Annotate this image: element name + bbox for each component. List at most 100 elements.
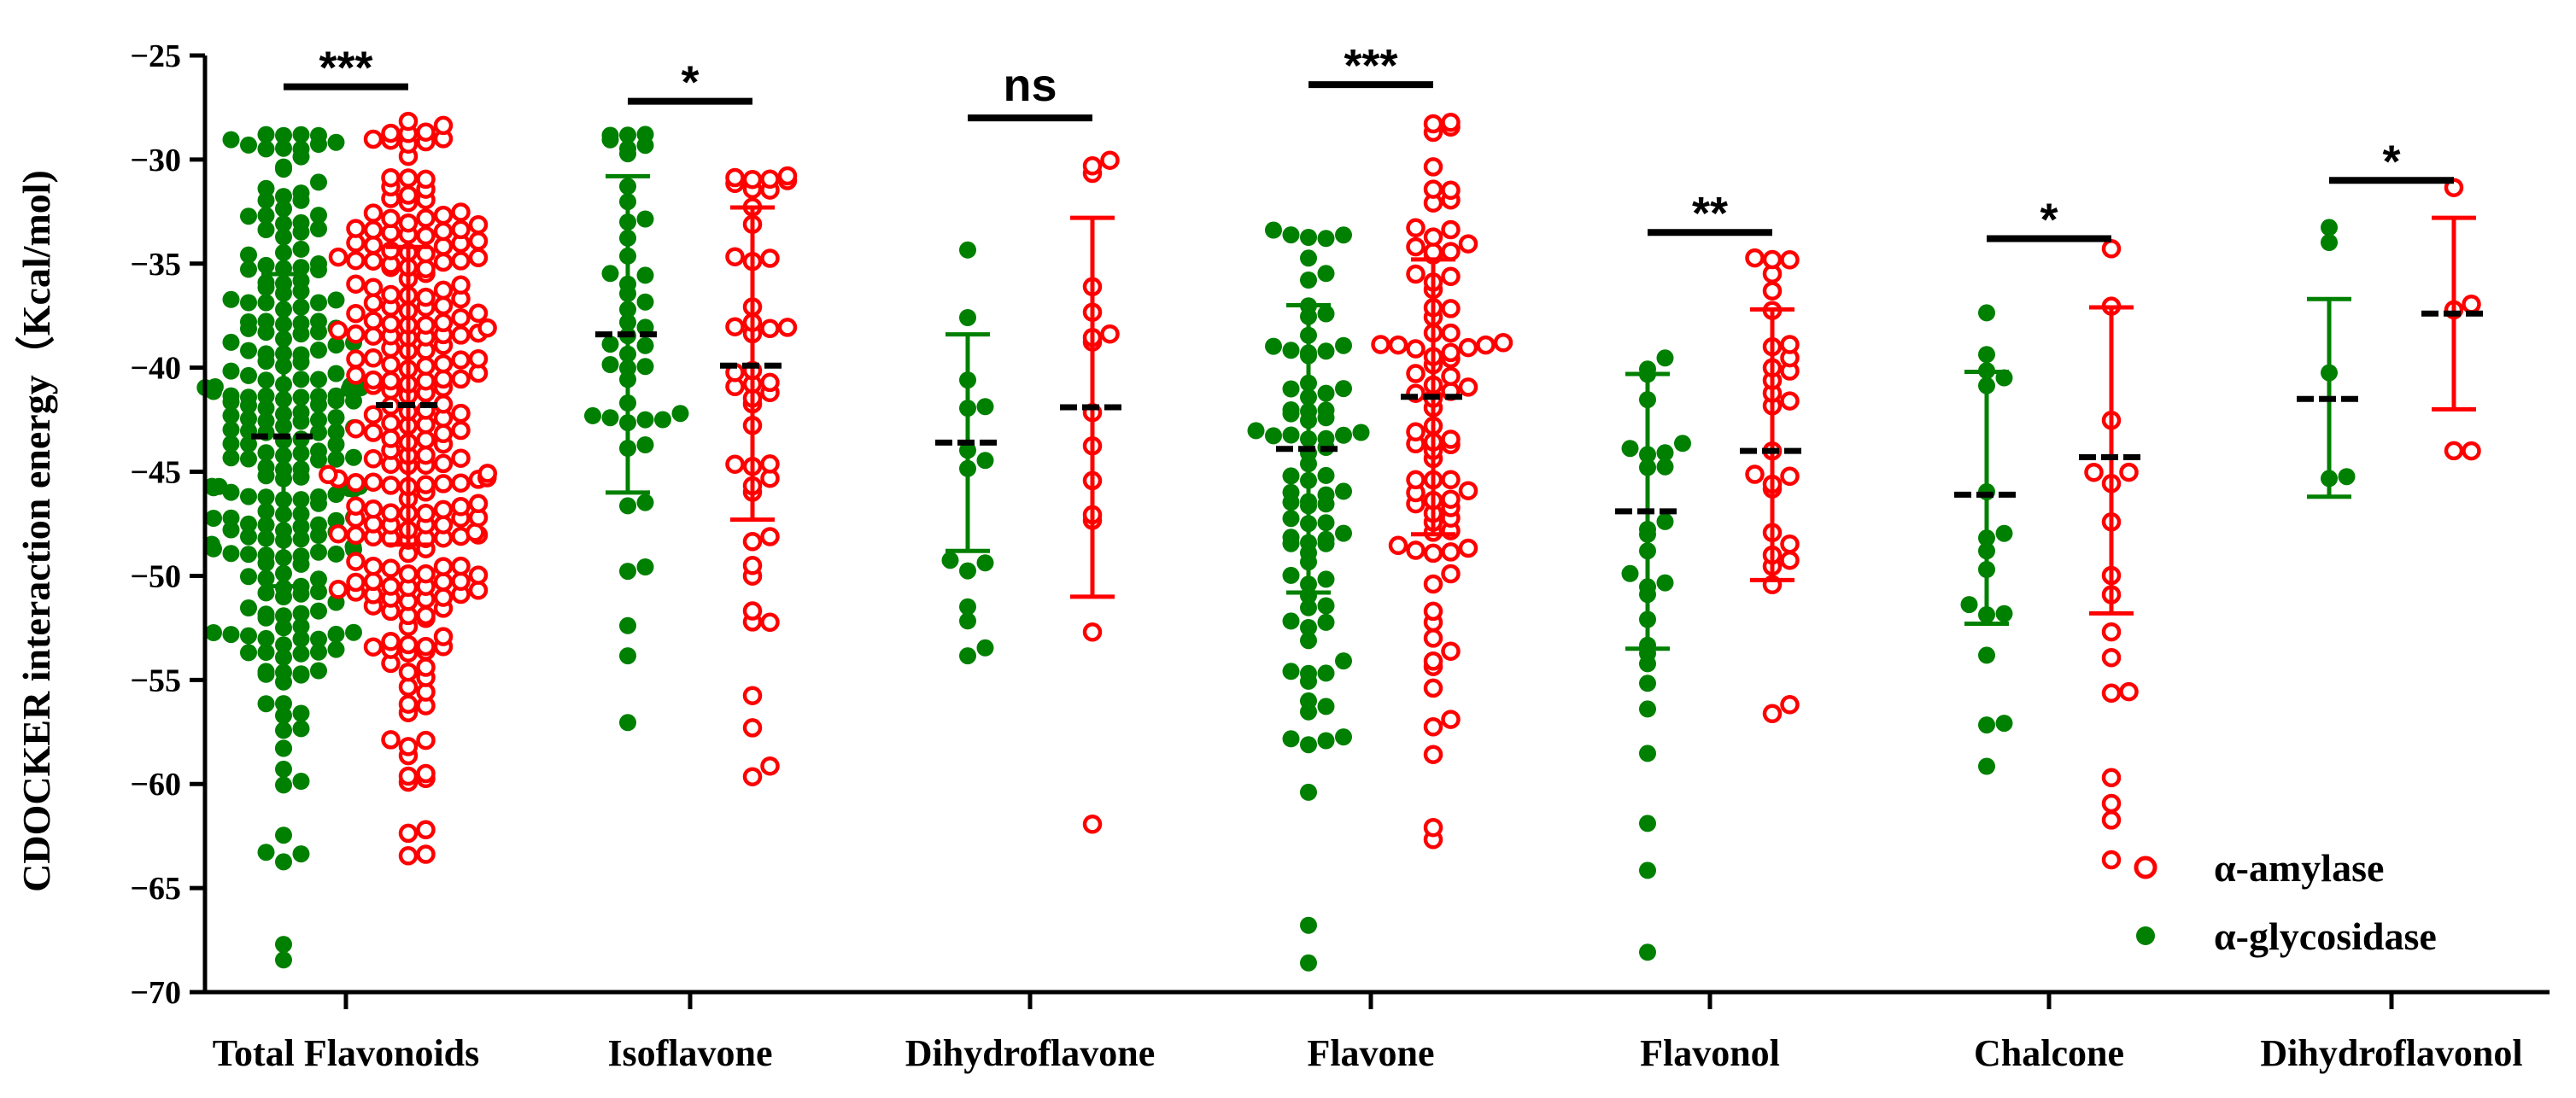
total-flavonoids-amylase-point (363, 423, 383, 442)
total-flavonoids-glycosidase-point (222, 406, 240, 424)
total-flavonoids-glycosidase-point (257, 126, 275, 143)
flavone-glycosidase-point (1335, 336, 1352, 354)
total-flavonoids-amylase-point (433, 423, 454, 444)
flavone-glycosidase-point (1282, 510, 1300, 528)
total-flavonoids-glycosidase-point (310, 173, 327, 191)
total-flavonoids-amylase-point (381, 632, 401, 651)
flavone-amylase-point (1493, 333, 1513, 353)
total-flavonoids-amylase-point (416, 429, 436, 450)
flavone-amylase-point (1441, 113, 1461, 132)
chalcone-amylase-point (2101, 768, 2122, 788)
total-flavonoids-glycosidase-point (275, 619, 292, 637)
x-tick-label: Isoflavone (607, 1032, 772, 1074)
total-flavonoids-amylase-point (381, 371, 401, 391)
total-flavonoids-amylase-point (346, 274, 366, 294)
total-flavonoids-glycosidase-point (240, 644, 257, 662)
chalcone-significance-label: * (2040, 195, 2058, 246)
dihydroflavone-glycosidase-point (959, 612, 976, 630)
flavone-glycosidase-point (1335, 652, 1352, 670)
total-flavonoids-amylase-point (416, 504, 436, 523)
total-flavonoids-glycosidase-point (292, 388, 310, 406)
flavone-glycosidase-point (1282, 342, 1300, 359)
y-tick-label: −40 (130, 351, 181, 387)
flavone-glycosidase-point (1317, 305, 1335, 323)
isoflavone-glycosidase-point (671, 405, 689, 423)
total-flavonoids-glycosidase-point (240, 136, 257, 154)
total-flavonoids-glycosidase-point (240, 528, 257, 546)
chalcone-glycosidase-point (1995, 715, 2013, 733)
isoflavone-amylase-point (760, 248, 780, 268)
dihydroflavone-glycosidase-point (959, 647, 976, 665)
flavone-amylase-point (1441, 489, 1461, 509)
isoflavone-amylase-point (742, 532, 763, 552)
total-flavonoids-glycosidase-point (275, 200, 292, 218)
total-flavonoids-glycosidase-point (310, 570, 327, 588)
flavone-amylase-point (1458, 481, 1478, 500)
flavone-amylase-point (1441, 242, 1461, 261)
flavone-glycosidase-point (1317, 401, 1335, 419)
dihydroflavone-glycosidase-point (976, 554, 994, 572)
total-flavonoids-glycosidase-point (345, 448, 362, 466)
total-flavonoids-amylase-point (468, 303, 489, 324)
total-flavonoids-glycosidase-point (292, 665, 310, 683)
total-flavonoids-glycosidase-point (257, 529, 275, 547)
isoflavone-amylase-point (760, 169, 780, 190)
total-flavonoids-amylase-point (346, 365, 366, 385)
y-tick-label: −60 (130, 767, 181, 803)
total-flavonoids-amylase-point (451, 497, 471, 517)
total-flavonoids-glycosidase-point (310, 423, 327, 441)
total-flavonoids-amylase-point (433, 369, 454, 389)
total-flavonoids-amylase-point (363, 370, 383, 390)
total-flavonoids-amylase-point (328, 247, 348, 267)
isoflavone-amylase-point (725, 454, 745, 474)
total-flavonoids-glycosidase-point (257, 546, 275, 564)
flavone-amylase-point (1406, 422, 1426, 442)
flavone-amylase-point (1476, 335, 1496, 355)
total-flavonoids-glycosidase-point (210, 477, 228, 495)
dihydroflavone-glycosidase-point (976, 452, 994, 470)
dihydroflavone-glycosidase-point (941, 552, 959, 569)
isoflavone-significance-label: * (681, 57, 699, 108)
chalcone-amylase-point (2119, 462, 2139, 482)
total-flavonoids-amylase-point (451, 219, 471, 240)
x-tick-label: Flavone (1307, 1032, 1434, 1074)
total-flavonoids-amylase-point (468, 214, 489, 235)
dihydroflavone-glycosidase-point (976, 398, 994, 416)
total-flavonoids-glycosidase-point (292, 547, 310, 565)
total-flavonoids-amylase-point (398, 634, 419, 655)
flavonol-amylase-point (1780, 391, 1800, 411)
flavonol-glycosidase-point (1674, 435, 1691, 453)
chalcone-glycosidase-point (1978, 757, 1995, 775)
total-flavonoids-amylase-point (416, 844, 436, 864)
flavone-amylase-point (1406, 264, 1426, 284)
total-flavonoids-glycosidase-point (327, 545, 345, 563)
legend-amylase-label: α-amylase (2214, 846, 2384, 890)
total-flavonoids-glycosidase-point (240, 342, 257, 359)
total-flavonoids-glycosidase-point (275, 158, 292, 176)
flavone-glycosidase-point (1282, 426, 1300, 444)
total-flavonoids-glycosidase-point (292, 505, 310, 523)
total-flavonoids-amylase-point (381, 167, 401, 188)
total-flavonoids-amylase-point (398, 185, 419, 205)
total-flavonoids-significance-label: *** (319, 43, 372, 94)
flavone-glycosidase-point (1300, 954, 1317, 972)
total-flavonoids-amylase-point (398, 213, 419, 233)
total-flavonoids-amylase-point (328, 524, 348, 544)
total-flavonoids-amylase-point (433, 252, 454, 272)
total-flavonoids-glycosidase-point (222, 626, 240, 644)
total-flavonoids-amylase-point (328, 580, 348, 599)
flavone-glycosidase-point (1317, 514, 1335, 532)
total-flavonoids-glycosidase-point (257, 179, 275, 197)
isoflavone-glycosidase-point (619, 647, 636, 665)
flavone-glycosidase-point (1300, 664, 1317, 682)
flavonol-glycosidase-point (1639, 943, 1656, 961)
total-flavonoids-amylase-point (363, 220, 383, 240)
flavone-amylase-point (1406, 470, 1426, 490)
flavone-amylase-point (1406, 540, 1426, 560)
isoflavone-amylase-point (760, 372, 780, 393)
total-flavonoids-glycosidase-point (257, 569, 275, 587)
isoflavone-amylase-point (742, 556, 763, 575)
total-flavonoids-glycosidase-point (240, 450, 257, 468)
flavone-glycosidase-point (1282, 401, 1300, 418)
